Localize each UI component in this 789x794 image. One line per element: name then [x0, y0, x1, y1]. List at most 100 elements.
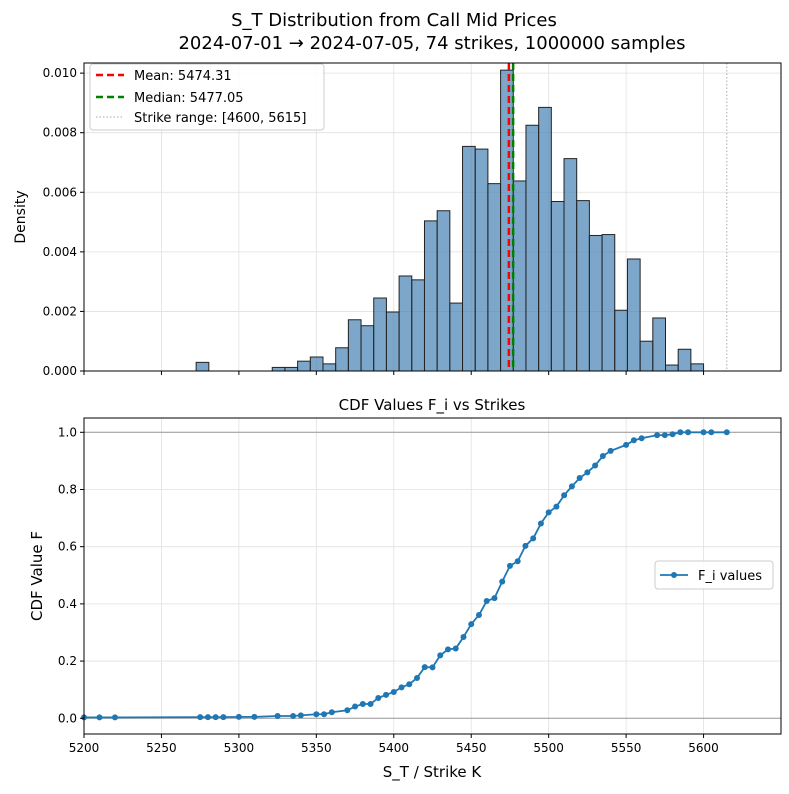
cdf-y-tick-label: 1.0 [58, 425, 77, 439]
histogram-bar [309, 356, 324, 372]
cdf-point [537, 520, 544, 527]
cdf-x-tick-label: 5600 [688, 741, 719, 755]
cdf-point [421, 664, 428, 671]
cdf-point [390, 688, 397, 695]
cdf-point [522, 542, 529, 549]
histogram-bar [677, 348, 692, 372]
cdf-point [414, 674, 421, 681]
cdf-point [530, 535, 537, 542]
legend-mean-label: Mean: 5474.31 [134, 69, 232, 84]
histogram-bar [360, 325, 375, 372]
cdf-y-tick-label: 0.2 [58, 654, 77, 668]
cdf-x-tick-label: 5450 [456, 741, 487, 755]
cdf-point [506, 562, 513, 569]
cdf-y-tick-label: 0.6 [58, 540, 77, 554]
cdf-point [96, 714, 103, 721]
cdf-point [251, 713, 258, 720]
histogram-bar [385, 311, 400, 372]
cdf-point [677, 429, 684, 436]
cdf-legend: F_i values [654, 560, 774, 590]
cdf-point [483, 598, 490, 605]
cdf-point [545, 509, 552, 516]
histogram-bar [576, 200, 590, 372]
cdf-point [313, 711, 320, 718]
histogram-bar [322, 363, 337, 372]
cdf-point [623, 441, 630, 448]
cdf-x-tick-label: 5350 [301, 741, 332, 755]
histogram-reference-lines [507, 63, 728, 371]
histogram-ticks: 0.000 0.002 0.004 0.006 0.008 0.010 [43, 66, 705, 378]
histogram-bar [436, 210, 451, 372]
cdf-point [452, 645, 459, 652]
histogram-bar [563, 158, 578, 372]
histogram-bar [588, 234, 603, 372]
cdf-point [553, 503, 560, 510]
cdf-ylabel: CDF Value F [28, 531, 46, 621]
histogram-bar [614, 309, 628, 372]
histogram-bar [297, 360, 311, 372]
cdf-point [638, 435, 645, 442]
histogram-bar [500, 69, 514, 372]
cdf-point [321, 711, 328, 718]
cdf-axes: CDF Values F_i vs Strikes 5200 5250 5300 53… [28, 396, 782, 782]
cdf-point [661, 432, 668, 439]
cdf-frame [83, 417, 782, 735]
histogram-bar [411, 279, 425, 372]
cdf-point [359, 700, 366, 707]
cdf-x-tick-label: 5300 [224, 741, 255, 755]
cdf-point [708, 429, 715, 436]
cdf-point [328, 709, 335, 716]
histogram-y-tick-label: 0.006 [43, 185, 77, 199]
histogram-y-tick-label: 0.008 [43, 126, 77, 140]
cdf-line [84, 431, 727, 719]
cdf-point [592, 462, 599, 469]
histogram-frame [83, 62, 782, 372]
cdf-y-tick-label: 0.0 [58, 711, 77, 725]
histogram-bar [335, 347, 349, 372]
cdf-series [81, 429, 730, 721]
cdf-point [700, 429, 707, 436]
cdf-point [197, 714, 204, 721]
cdf-point [514, 558, 521, 565]
histogram-bar [538, 106, 552, 372]
legend-median-label: Median: 5477.05 [134, 91, 244, 106]
cdf-ticks: 5200 5250 5300 5350 5400 5450 5500 5550 5600 0.0 0… [58, 425, 719, 755]
cdf-point [607, 447, 614, 454]
histogram-bar [423, 220, 438, 372]
cdf-x-tick-label: 5200 [69, 741, 100, 755]
cdf-point [685, 429, 692, 436]
histogram-bar [550, 201, 565, 372]
cdf-point [220, 714, 227, 721]
cdf-x-tick-label: 5250 [146, 741, 177, 755]
cdf-point [576, 475, 583, 482]
histogram-bar [690, 363, 705, 372]
cdf-point [274, 712, 281, 719]
cdf-point [475, 612, 482, 619]
cdf-point [406, 681, 413, 688]
histogram-bar [284, 366, 299, 372]
histogram-bar [195, 361, 210, 372]
cdf-point [723, 429, 730, 436]
cdf-x-tick-label: 5550 [611, 741, 642, 755]
histogram-ylabel: Density [13, 190, 29, 243]
histogram-bar [462, 145, 476, 372]
cdf-point [375, 694, 382, 701]
cdf-point [568, 483, 575, 490]
histogram-bar [474, 148, 489, 372]
cdf-point [383, 691, 390, 698]
histogram-y-tick-label: 0.002 [43, 304, 77, 318]
cdf-point [235, 713, 242, 720]
legend-fi-marker [671, 572, 677, 578]
histogram-bar [487, 183, 502, 372]
histogram-bars [195, 69, 705, 372]
histogram-bar [398, 275, 413, 372]
cdf-xlabel: S_T / Strike K [383, 763, 483, 782]
cdf-point [561, 492, 568, 499]
histogram-bar [449, 302, 464, 372]
histogram-legend: Mean: 5474.31 Median: 5477.05 Strike ran… [89, 63, 325, 131]
cdf-point [669, 431, 676, 438]
cdf-x-tick-label: 5400 [379, 741, 410, 755]
histogram-y-tick-label: 0.004 [43, 245, 77, 259]
cdf-x-tick-label: 5500 [533, 741, 564, 755]
cdf-point [212, 714, 219, 721]
